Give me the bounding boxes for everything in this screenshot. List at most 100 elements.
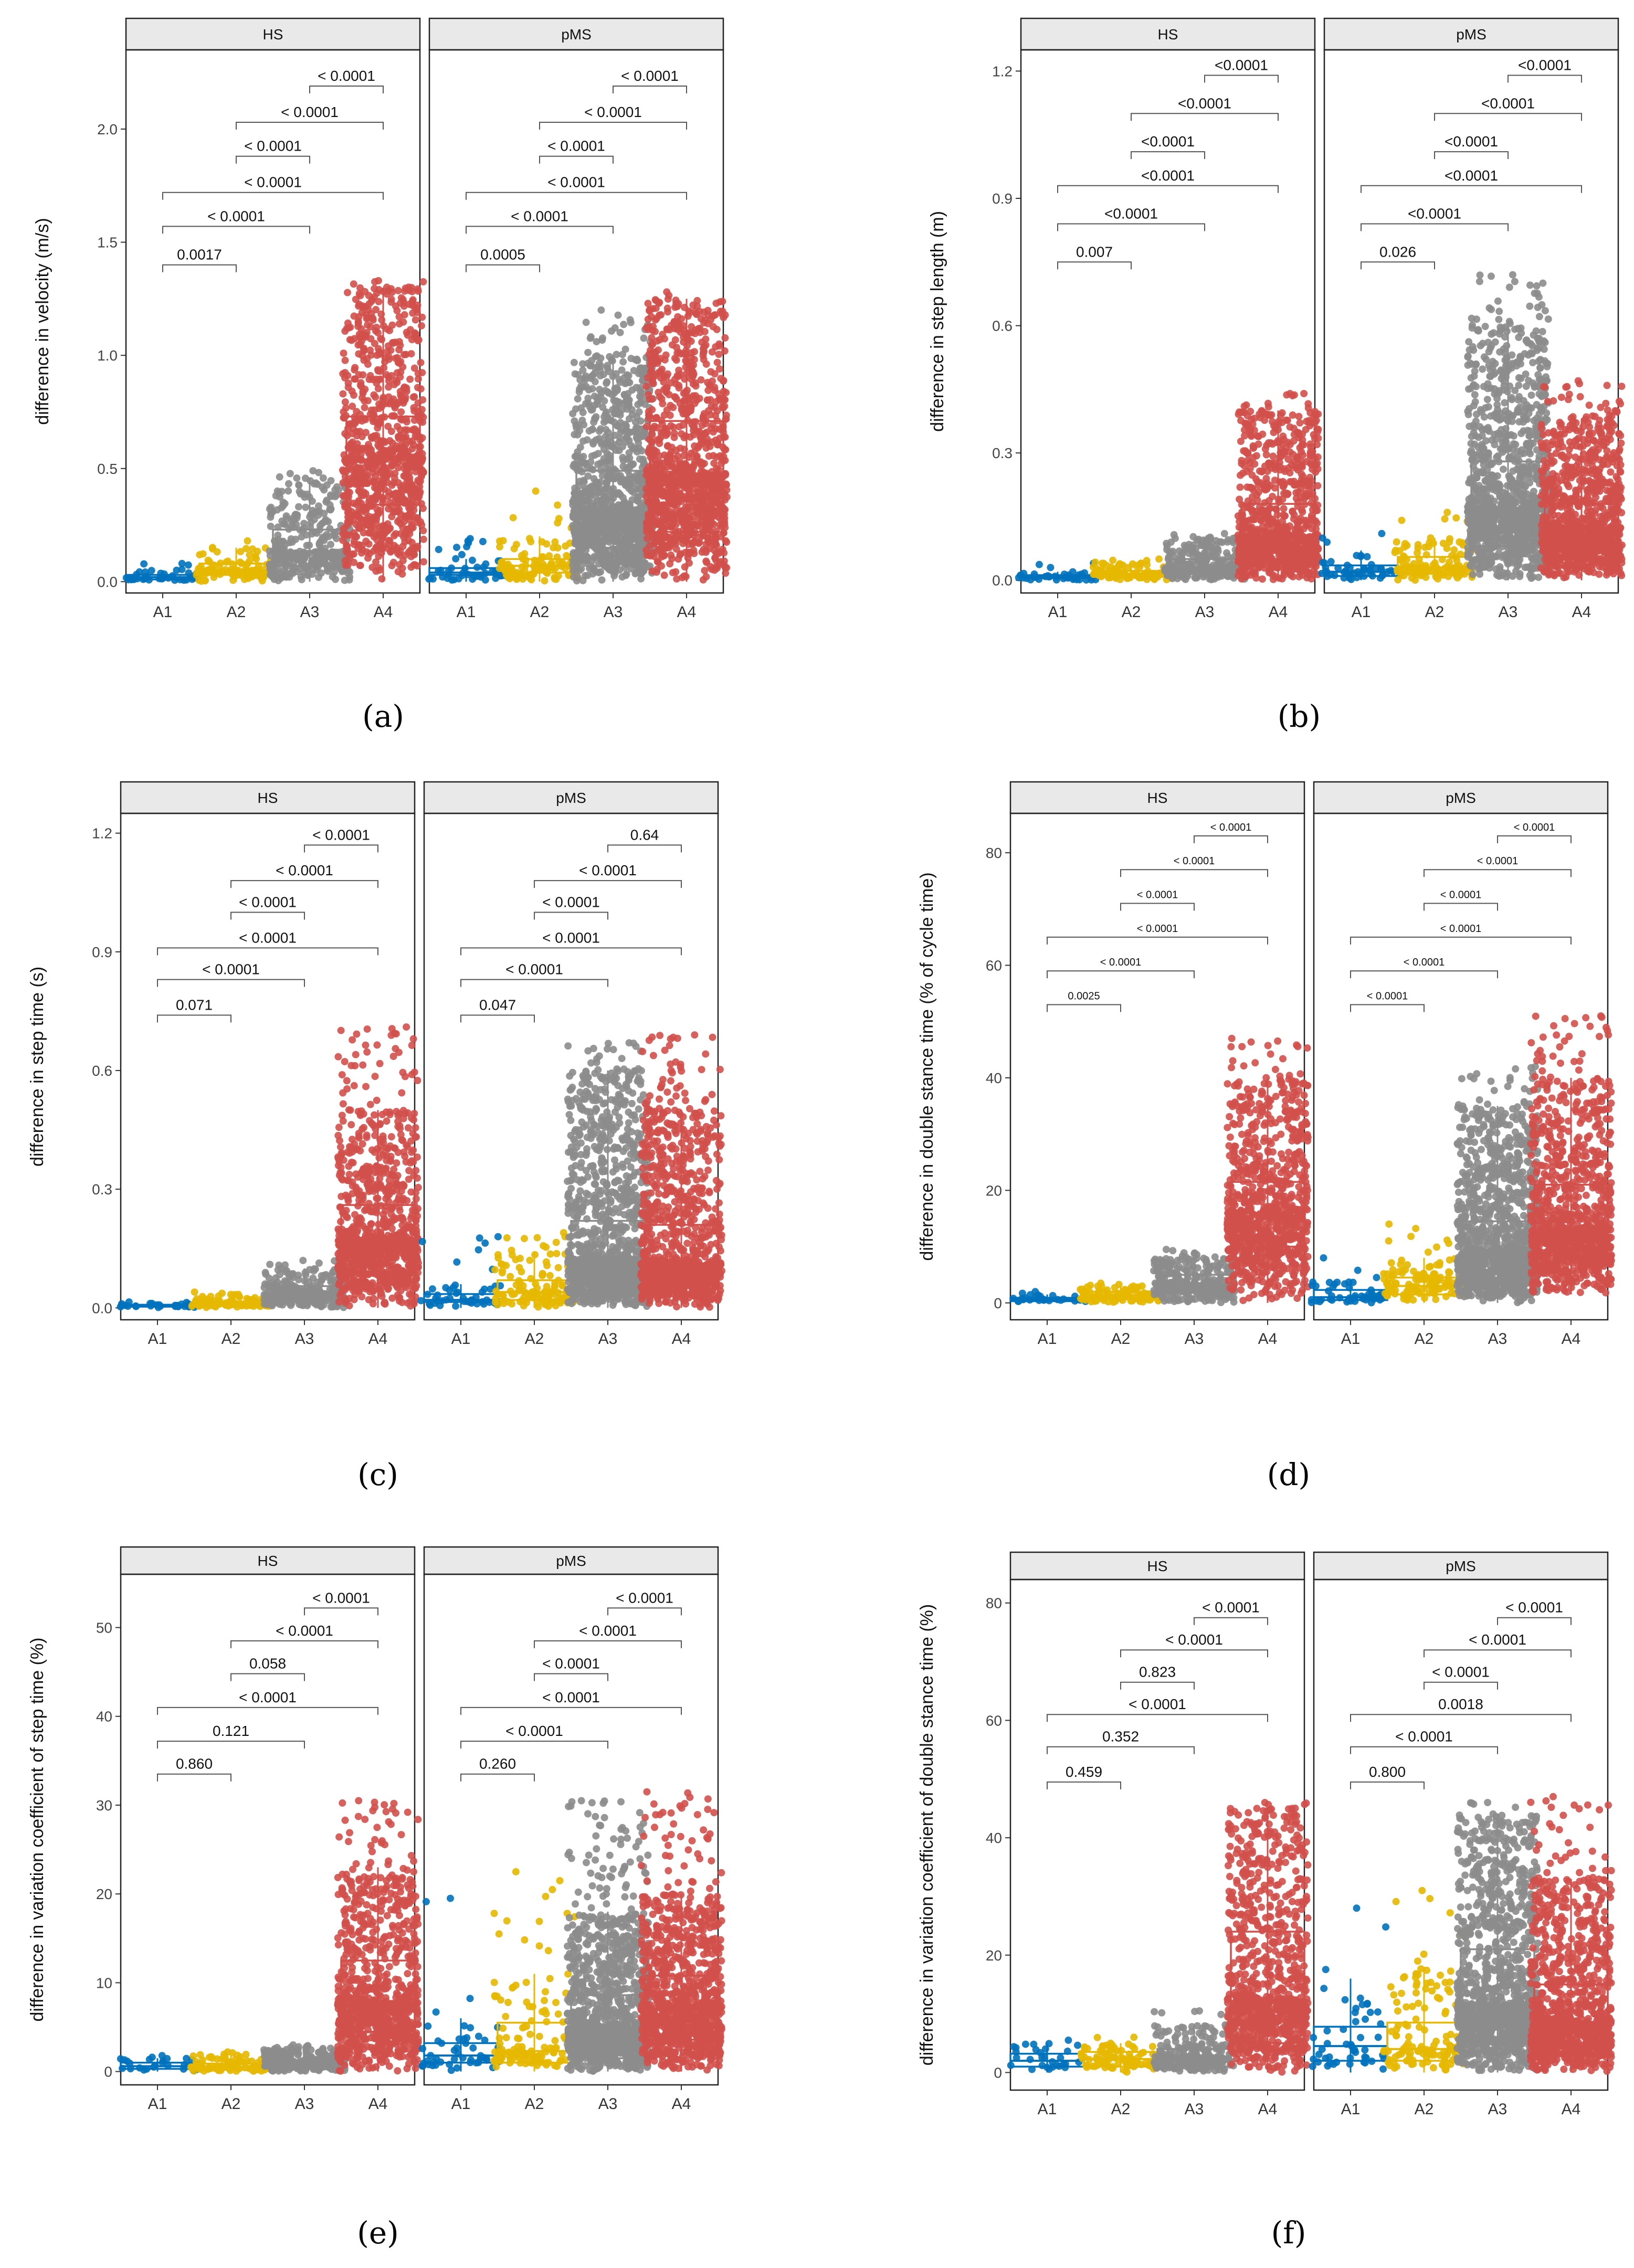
- data-point: [702, 540, 710, 548]
- data-point: [479, 538, 487, 545]
- data-point: [400, 351, 408, 358]
- data-point: [412, 316, 419, 324]
- data-point: [689, 539, 697, 547]
- data-point: [350, 280, 357, 288]
- data-point: [1289, 411, 1296, 419]
- data-point: [291, 511, 299, 518]
- data-point: [712, 398, 720, 406]
- data-point: [351, 366, 359, 374]
- data-point: [642, 383, 650, 390]
- data-point: [700, 319, 708, 327]
- box-A1: [1015, 559, 1100, 584]
- data-point: [282, 569, 290, 577]
- data-point: [374, 329, 382, 337]
- jitter-points-A4: [339, 277, 427, 583]
- data-point: [584, 348, 592, 356]
- box-A4: [339, 277, 427, 583]
- x-tick-label: A1: [153, 603, 173, 621]
- data-point: [396, 451, 404, 459]
- data-point: [660, 503, 668, 511]
- data-point: [1220, 529, 1228, 537]
- data-point: [619, 462, 627, 470]
- data-point: [315, 469, 322, 476]
- data-point: [598, 336, 606, 344]
- bracket-line: [162, 192, 384, 200]
- data-point: [360, 347, 368, 355]
- data-point: [360, 489, 368, 496]
- data-point: [342, 531, 350, 539]
- data-point: [328, 493, 335, 500]
- data-point: [691, 529, 699, 537]
- data-point: [554, 544, 562, 552]
- data-point: [361, 404, 368, 411]
- x-tick-label: A3: [604, 603, 623, 621]
- data-point: [385, 383, 393, 391]
- data-point: [543, 540, 551, 548]
- data-point: [346, 568, 354, 576]
- data-point: [512, 540, 520, 548]
- data-point: [1312, 525, 1320, 533]
- data-point: [357, 446, 365, 453]
- chart-panel-a: difference in velocity (m/s)0.00.51.01.5…: [33, 17, 731, 734]
- data-point: [372, 306, 380, 313]
- data-point: [408, 426, 416, 434]
- data-point: [285, 480, 292, 487]
- data-point: [682, 351, 690, 358]
- data-point: [629, 560, 637, 568]
- data-point: [370, 547, 378, 555]
- comparison-bracket: < 0.0001: [236, 104, 384, 130]
- data-point: [627, 319, 635, 326]
- data-point: [674, 313, 682, 321]
- data-point: [713, 464, 721, 472]
- data-point: [392, 492, 399, 500]
- data-point: [209, 545, 216, 553]
- data-point: [291, 550, 299, 558]
- data-point: [240, 576, 248, 583]
- data-point: [353, 533, 361, 540]
- data-point: [401, 426, 409, 434]
- data-point: [631, 570, 639, 578]
- data-point: [1178, 549, 1186, 557]
- data-point: [644, 470, 652, 478]
- data-point: [619, 557, 627, 565]
- data-point: [295, 503, 302, 511]
- data-point: [398, 434, 406, 442]
- data-point: [600, 493, 608, 501]
- data-point: [645, 489, 652, 497]
- data-point: [620, 537, 628, 545]
- data-point: [596, 523, 604, 531]
- data-point: [718, 523, 725, 531]
- data-point: [597, 425, 605, 433]
- data-point: [620, 321, 628, 328]
- y-axis-label: difference in velocity (m/s): [33, 218, 52, 425]
- data-point: [574, 573, 582, 581]
- data-point: [582, 536, 589, 544]
- data-point: [364, 314, 372, 322]
- data-point: [387, 298, 395, 306]
- p-value-label: < 0.0001: [244, 138, 302, 154]
- data-point: [390, 532, 398, 539]
- facet-strip-label: HS: [263, 26, 283, 43]
- data-point: [410, 561, 418, 569]
- data-point: [633, 429, 641, 437]
- data-point: [701, 567, 709, 575]
- data-point: [555, 515, 563, 523]
- data-point: [681, 548, 689, 556]
- data-point: [721, 334, 729, 342]
- data-point: [300, 556, 307, 564]
- data-point: [603, 557, 610, 565]
- data-point: [660, 571, 668, 579]
- x-tick-label: A3: [300, 603, 320, 621]
- data-point: [721, 396, 729, 404]
- data-point: [1167, 538, 1175, 546]
- data-point: [581, 572, 589, 579]
- data-point: [386, 537, 394, 545]
- data-point: [326, 501, 334, 509]
- data-point: [720, 377, 728, 385]
- data-point: [351, 335, 359, 343]
- data-point: [375, 285, 383, 293]
- data-point: [276, 473, 283, 481]
- data-point: [371, 473, 379, 481]
- data-point: [366, 529, 374, 537]
- data-point: [1191, 574, 1199, 581]
